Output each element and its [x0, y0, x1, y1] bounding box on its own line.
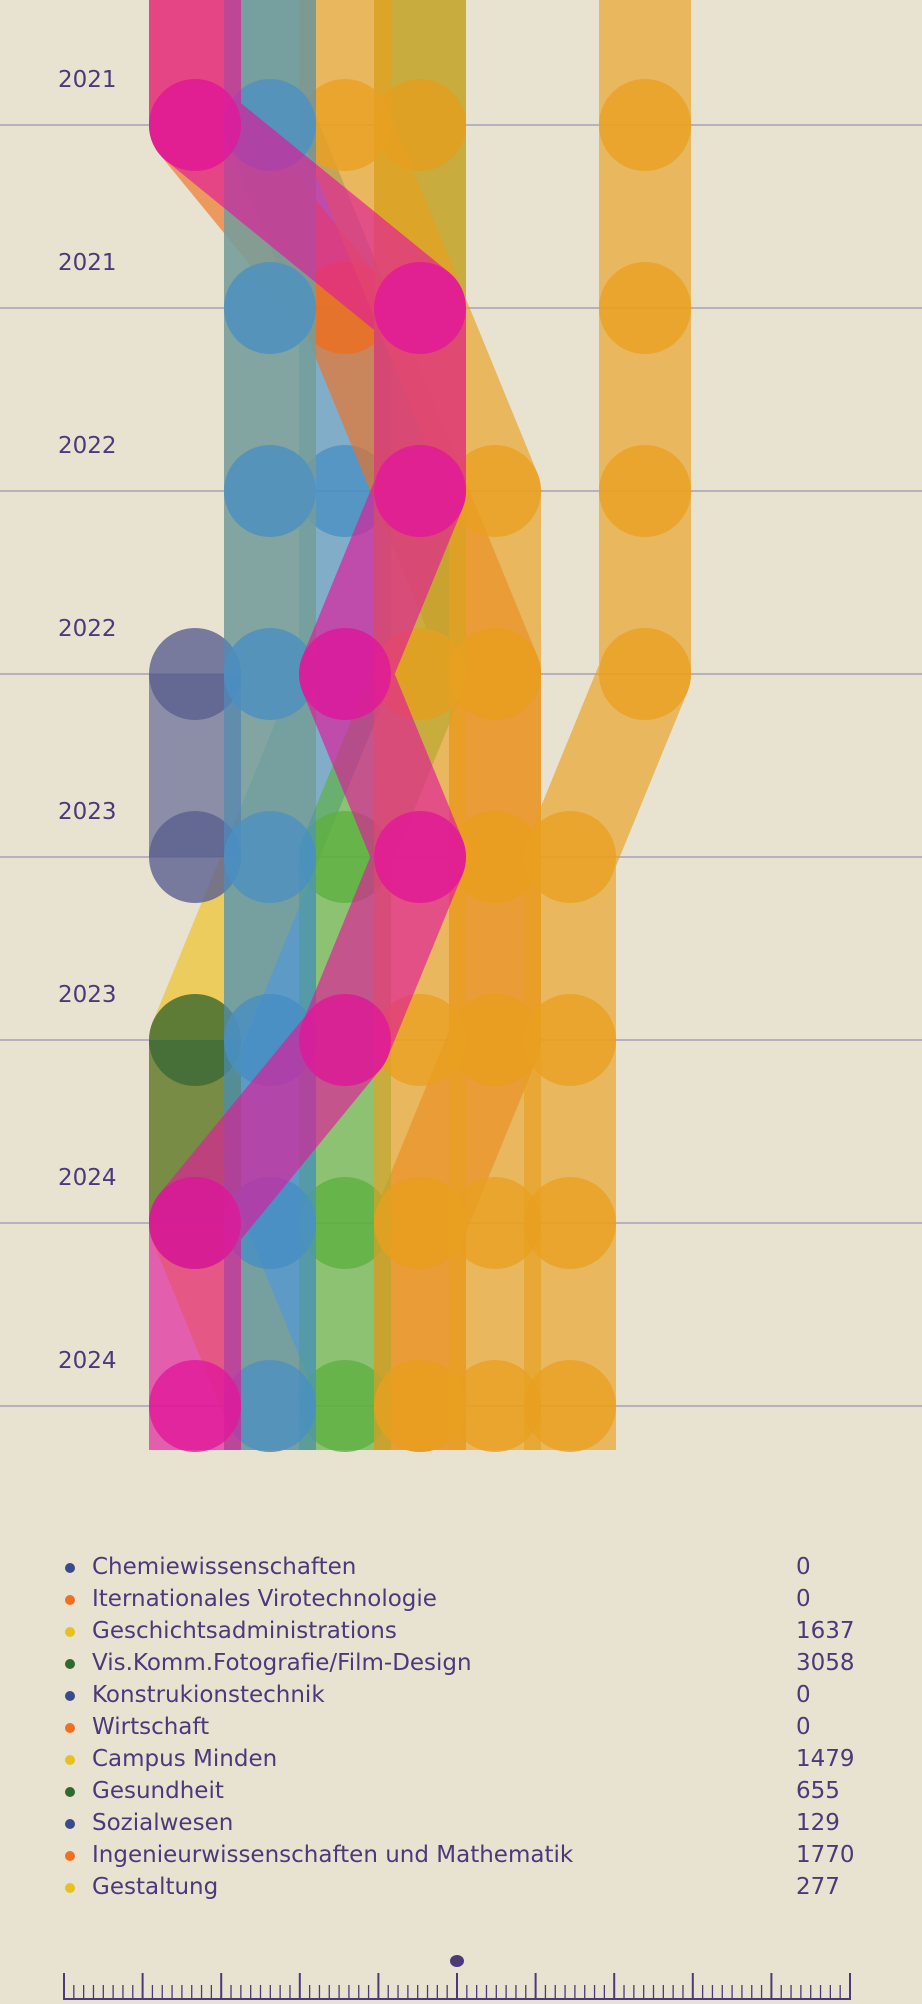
legend-label: Sozialwesen — [92, 1810, 234, 1836]
data-point[interactable] — [299, 628, 391, 720]
data-point[interactable] — [449, 628, 541, 720]
timeline-slider[interactable] — [0, 1945, 922, 2000]
series-10 — [149, 0, 466, 1452]
data-point[interactable] — [299, 1360, 391, 1452]
data-point[interactable] — [599, 79, 691, 171]
data-point[interactable] — [299, 994, 391, 1086]
data-point[interactable] — [449, 1177, 541, 1269]
legend-value: 1770 — [796, 1842, 855, 1868]
legend-label: Vis.Komm.Fotografie/Film-Design — [92, 1650, 472, 1676]
data-point[interactable] — [374, 445, 466, 537]
series-line — [149, 0, 466, 1452]
legend-dot-icon — [65, 1595, 75, 1605]
legend-dot-icon — [65, 1627, 75, 1637]
legend-value: 1637 — [796, 1618, 855, 1644]
data-point[interactable] — [149, 1177, 241, 1269]
data-point[interactable] — [374, 262, 466, 354]
data-point[interactable] — [524, 994, 616, 1086]
data-point[interactable] — [449, 1360, 541, 1452]
data-point[interactable] — [149, 628, 241, 720]
year-label: 2023 — [58, 982, 117, 1008]
legend-value: 277 — [796, 1874, 840, 1900]
data-point[interactable] — [299, 79, 391, 171]
data-point[interactable] — [524, 1177, 616, 1269]
legend-value: 0 — [796, 1682, 811, 1708]
legend-value: 1479 — [796, 1746, 855, 1772]
legend-item[interactable]: Iternationales Virotechnologie 0 — [0, 1586, 922, 1618]
legend-label: Gestaltung — [92, 1874, 219, 1900]
series-4 — [149, 628, 241, 903]
data-point[interactable] — [224, 445, 316, 537]
legend-dot-icon — [65, 1755, 75, 1765]
data-point[interactable] — [149, 994, 241, 1086]
data-point[interactable] — [374, 811, 466, 903]
legend-label: Geschichtsadministrations — [92, 1618, 397, 1644]
data-point[interactable] — [374, 1177, 466, 1269]
legend-item[interactable]: Vis.Komm.Fotografie/Film-Design 3058 — [0, 1650, 922, 1682]
year-label: 2021 — [58, 67, 117, 93]
legend-dot-icon — [65, 1787, 75, 1797]
legend-item[interactable]: Wirtschaft 0 — [0, 1714, 922, 1746]
timeline-slider-svg[interactable] — [0, 1945, 922, 2000]
legend-label: Wirtschaft — [92, 1714, 210, 1740]
legend-dot-icon — [65, 1723, 75, 1733]
legend-label: Gesundheit — [92, 1778, 224, 1804]
legend-label: Chemiewissenschaften — [92, 1554, 357, 1580]
legend-item[interactable]: Gestaltung 277 — [0, 1874, 922, 1906]
legend-value: 129 — [796, 1810, 840, 1836]
legend-item[interactable]: Konstrukionstechnik 0 — [0, 1682, 922, 1714]
legend-dot-icon — [65, 1883, 75, 1893]
legend-dot-icon — [65, 1563, 75, 1573]
data-point[interactable] — [449, 811, 541, 903]
legend-value: 655 — [796, 1778, 840, 1804]
legend-label: Konstrukionstechnik — [92, 1682, 325, 1708]
legend-item[interactable]: Ingenieurwissenschaften und Mathematik 17… — [0, 1842, 922, 1874]
legend-item[interactable]: Geschichtsadministrations 1637 — [0, 1618, 922, 1650]
data-point[interactable] — [149, 811, 241, 903]
year-label: 2023 — [58, 799, 117, 825]
data-point[interactable] — [599, 262, 691, 354]
legend-label: Campus Minden — [92, 1746, 278, 1772]
legend-label: Iternationales Virotechnologie — [92, 1586, 437, 1612]
year-label: 2021 — [58, 250, 117, 276]
legend-label: Ingenieurwissenschaften und Mathematik — [92, 1842, 574, 1868]
data-point[interactable] — [224, 811, 316, 903]
bump-chart-svg — [0, 0, 922, 1452]
year-label: 2022 — [58, 616, 117, 642]
data-point[interactable] — [149, 79, 241, 171]
data-point[interactable] — [449, 445, 541, 537]
data-point[interactable] — [599, 445, 691, 537]
legend-item[interactable]: Sozialwesen 129 — [0, 1810, 922, 1842]
data-point[interactable] — [524, 1360, 616, 1452]
legend-item[interactable]: Campus Minden 1479 — [0, 1746, 922, 1778]
data-point[interactable] — [224, 628, 316, 720]
legend-item[interactable]: Chemiewissenschaften 0 — [0, 1554, 922, 1586]
data-point[interactable] — [224, 1360, 316, 1452]
legend-dot-icon — [65, 1659, 75, 1669]
data-point[interactable] — [449, 994, 541, 1086]
legend-value: 3058 — [796, 1650, 855, 1676]
year-label: 2022 — [58, 433, 117, 459]
data-point[interactable] — [524, 811, 616, 903]
year-label: 2024 — [58, 1348, 117, 1374]
data-point[interactable] — [224, 262, 316, 354]
series-line — [524, 0, 691, 1452]
legend-dot-icon — [65, 1691, 75, 1701]
series-9 — [524, 0, 691, 1452]
legend-dot-icon — [65, 1851, 75, 1861]
data-point[interactable] — [374, 1360, 466, 1452]
legend-value: 0 — [796, 1554, 811, 1580]
legend-value: 0 — [796, 1586, 811, 1612]
legend-dot-icon — [65, 1819, 75, 1829]
data-point[interactable] — [299, 1177, 391, 1269]
legend-value: 0 — [796, 1714, 811, 1740]
data-point[interactable] — [599, 628, 691, 720]
legend-item[interactable]: Gesundheit 655 — [0, 1778, 922, 1810]
year-label: 2024 — [58, 1165, 117, 1191]
data-point[interactable] — [149, 1360, 241, 1452]
slider-handle[interactable] — [450, 1955, 464, 1967]
bump-chart: 2021 2021 2022 2022 2023 2023 2024 2024 — [0, 0, 922, 1452]
